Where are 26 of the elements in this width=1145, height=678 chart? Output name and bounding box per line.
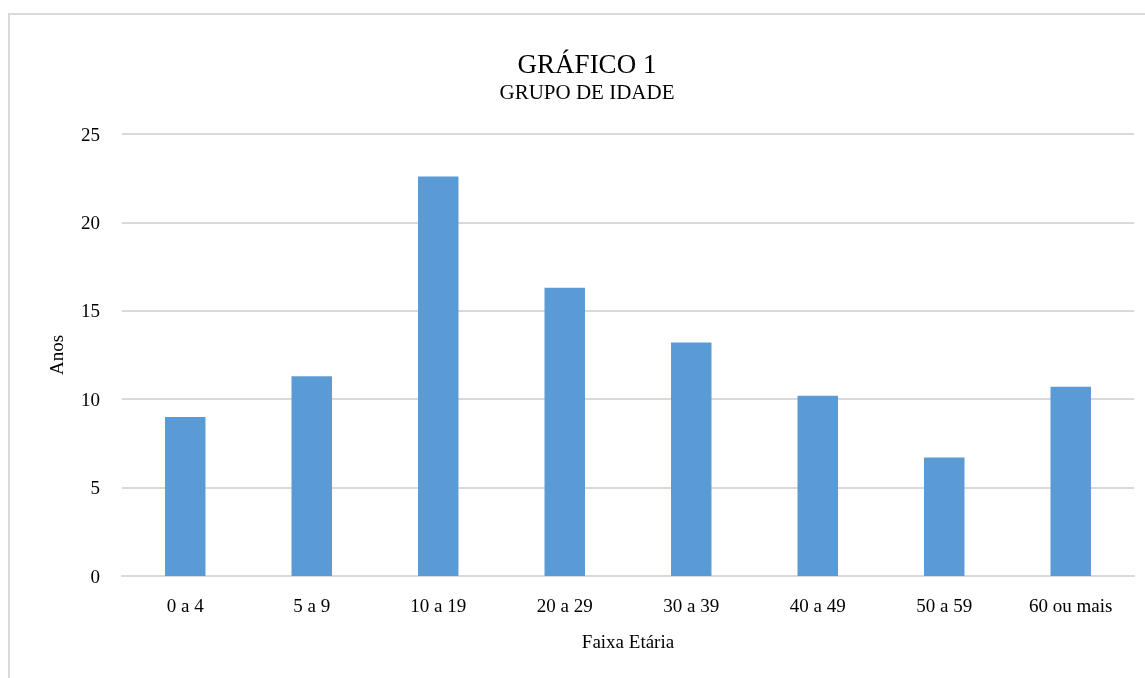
y-tick-label: 5: [90, 477, 100, 499]
x-tick-label: 20 a 29: [536, 595, 593, 616]
bar: [1050, 386, 1091, 576]
x-tick-label: 40 a 49: [789, 595, 846, 616]
bar: [671, 342, 712, 576]
x-axis-title: Faixa Etária: [581, 631, 675, 652]
y-tick-label: 0: [90, 565, 100, 587]
bar: [544, 287, 585, 576]
y-axis-title: Anos: [46, 334, 67, 376]
y-tick-label: 20: [81, 211, 100, 233]
x-tick-label: 10 a 19: [410, 595, 467, 616]
y-tick-label: 10: [81, 388, 100, 410]
y-tick-label: 15: [81, 300, 100, 322]
x-tick-label: 50 a 59: [916, 595, 973, 616]
chart-title: GRÁFICO 1: [517, 48, 657, 79]
bar: [924, 457, 965, 576]
chart-subtitle: GRUPO DE IDADE: [499, 79, 675, 104]
bar: [797, 395, 838, 576]
bar: [418, 176, 459, 576]
x-tick-label: 30 a 39: [663, 595, 720, 616]
x-tick-label: 0 a 4: [166, 595, 205, 616]
bar: [165, 416, 206, 576]
y-tick-label: 25: [81, 123, 100, 145]
x-tick-label: 5 a 9: [293, 595, 331, 616]
x-tick-label: 60 ou mais: [1029, 595, 1113, 616]
bar: [291, 376, 332, 576]
